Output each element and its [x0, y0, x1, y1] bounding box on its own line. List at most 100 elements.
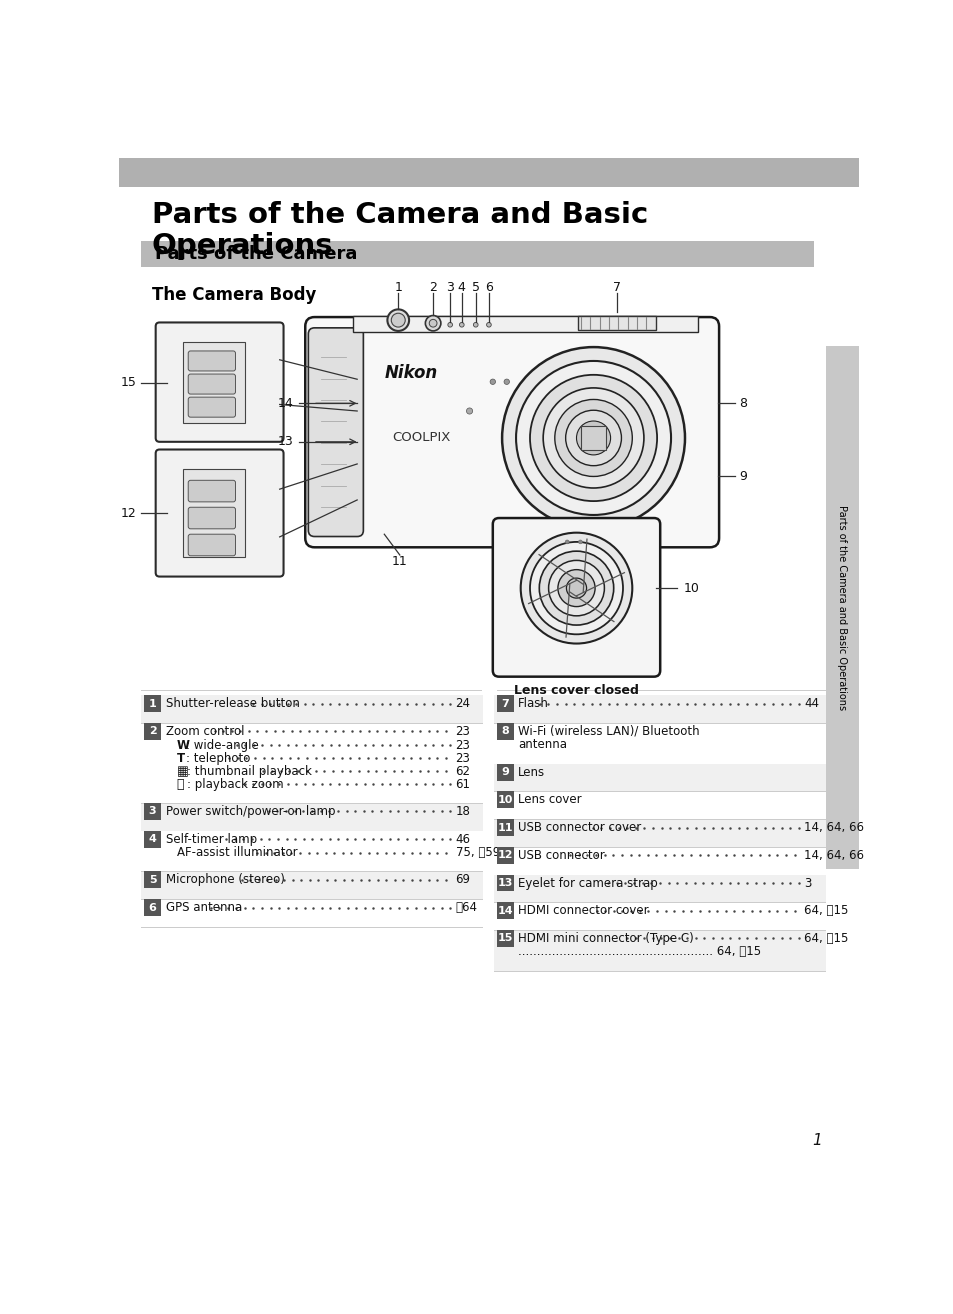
Text: 23: 23: [456, 738, 470, 752]
Text: USB connector: USB connector: [517, 849, 604, 862]
Text: Microphone (stereo): Microphone (stereo): [166, 874, 284, 887]
Text: 14, 64, 66: 14, 64, 66: [803, 849, 863, 862]
Bar: [144, 803, 161, 820]
Circle shape: [429, 319, 436, 327]
Text: Self-timer lamp: Self-timer lamp: [166, 833, 256, 846]
Text: Lens cover closed: Lens cover closed: [514, 685, 639, 698]
Bar: [144, 723, 161, 740]
Bar: [578, 317, 655, 330]
Circle shape: [447, 322, 452, 327]
Text: 11: 11: [497, 823, 513, 833]
Circle shape: [387, 309, 409, 331]
Bar: [119, 158, 858, 187]
FancyBboxPatch shape: [188, 507, 235, 528]
Text: 69: 69: [456, 874, 470, 887]
FancyBboxPatch shape: [155, 449, 283, 577]
Circle shape: [565, 540, 569, 544]
Circle shape: [466, 407, 472, 414]
FancyBboxPatch shape: [308, 328, 363, 536]
Circle shape: [548, 560, 604, 616]
Text: 9: 9: [500, 767, 509, 777]
Bar: [144, 830, 161, 848]
Bar: [497, 723, 513, 740]
Text: 8: 8: [739, 397, 746, 410]
Circle shape: [486, 322, 491, 327]
Text: 61: 61: [456, 778, 470, 791]
Text: 64, 👃15: 64, 👃15: [803, 932, 848, 945]
Text: 👃64: 👃64: [456, 901, 477, 915]
Circle shape: [501, 347, 684, 528]
Text: 9: 9: [739, 470, 746, 484]
FancyBboxPatch shape: [188, 535, 235, 556]
Text: 4: 4: [149, 834, 156, 844]
FancyBboxPatch shape: [305, 317, 719, 548]
FancyBboxPatch shape: [188, 351, 235, 371]
Text: 13: 13: [277, 435, 294, 448]
Circle shape: [538, 551, 613, 625]
Bar: [183, 469, 245, 557]
Circle shape: [425, 315, 440, 331]
Text: Parts of the Camera: Parts of the Camera: [154, 244, 357, 263]
Bar: [825, 346, 858, 869]
Text: 15: 15: [497, 933, 513, 943]
Text: : playback zoom: : playback zoom: [187, 778, 283, 791]
Text: ⌕: ⌕: [176, 778, 184, 791]
FancyBboxPatch shape: [188, 397, 235, 417]
Bar: [144, 695, 161, 712]
Bar: [497, 791, 513, 808]
Bar: [493, 930, 825, 971]
Bar: [144, 899, 161, 916]
Circle shape: [530, 541, 622, 635]
Bar: [144, 871, 161, 888]
Text: The Camera Body: The Camera Body: [152, 286, 315, 305]
Text: : thumbnail playback: : thumbnail playback: [187, 765, 312, 778]
Bar: [493, 875, 825, 903]
Text: Nikon: Nikon: [384, 364, 437, 381]
Circle shape: [490, 378, 495, 385]
Text: 1: 1: [394, 281, 402, 294]
Text: .................................................... 64, 👃15: ........................................…: [517, 945, 760, 958]
Text: 11: 11: [392, 555, 407, 568]
Circle shape: [558, 570, 595, 607]
Bar: [497, 763, 513, 781]
Circle shape: [473, 322, 477, 327]
Bar: [141, 240, 813, 267]
Text: Parts of the Camera and Basic Operations: Parts of the Camera and Basic Operations: [837, 505, 846, 710]
Circle shape: [391, 313, 405, 327]
Text: 2: 2: [149, 727, 156, 736]
Text: AF-assist illuminator: AF-assist illuminator: [176, 846, 297, 859]
Bar: [497, 875, 513, 891]
Text: Flash: Flash: [517, 698, 549, 710]
Text: W: W: [176, 738, 190, 752]
Text: 24: 24: [456, 698, 470, 710]
Text: 46: 46: [456, 833, 470, 846]
Circle shape: [459, 322, 464, 327]
Text: 62: 62: [456, 765, 470, 778]
Text: 12: 12: [120, 507, 136, 520]
FancyBboxPatch shape: [188, 481, 235, 502]
Text: 10: 10: [682, 582, 699, 595]
Text: 6: 6: [484, 281, 493, 294]
FancyBboxPatch shape: [188, 374, 235, 394]
Text: GPS antenna: GPS antenna: [166, 901, 242, 915]
Circle shape: [530, 374, 657, 501]
Text: 4: 4: [457, 281, 465, 294]
Text: 44: 44: [803, 698, 819, 710]
Text: T: T: [176, 752, 185, 765]
Text: Eyelet for camera strap: Eyelet for camera strap: [517, 876, 658, 890]
Text: USB connector cover: USB connector cover: [517, 821, 641, 834]
Bar: [141, 695, 483, 723]
Bar: [580, 426, 605, 451]
Text: ▦: ▦: [176, 765, 188, 778]
Text: COOLPIX: COOLPIX: [392, 431, 450, 444]
Text: Wi-Fi (wireless LAN)/ Bluetooth: Wi-Fi (wireless LAN)/ Bluetooth: [517, 725, 700, 738]
Text: Parts of the Camera and Basic: Parts of the Camera and Basic: [152, 201, 647, 229]
Text: 3: 3: [149, 807, 156, 816]
Text: 5: 5: [149, 875, 156, 884]
Circle shape: [555, 399, 632, 477]
Bar: [353, 315, 698, 332]
Text: 1: 1: [149, 699, 156, 708]
Text: antenna: antenna: [517, 738, 567, 750]
Text: 14: 14: [497, 905, 513, 916]
Bar: [497, 903, 513, 920]
